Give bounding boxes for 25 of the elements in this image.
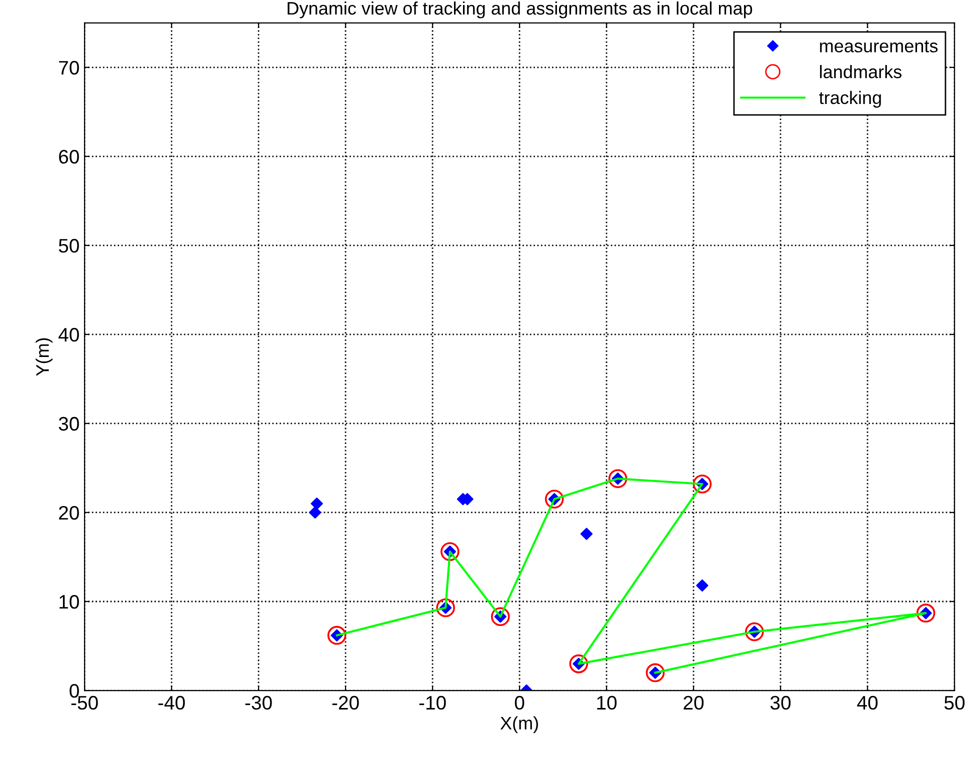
x-tick-label: -30 [245,696,272,710]
legend-label: tracking [819,90,881,108]
x-tick-label: -20 [332,696,359,710]
y-tick-label: 10 [60,594,79,609]
y-tick-label: 0 [70,684,79,698]
x-tick-label: 0 [514,696,524,710]
legend-label: measurements [820,40,938,52]
x-tick-label: 10 [597,696,617,710]
y-tick-label: 60 [59,150,79,164]
y-tick-label: 50 [58,238,79,253]
legend-label: landmarks [820,65,902,78]
y-tick-label: 70 [59,60,79,75]
x-tick-label: 20 [684,696,704,710]
x-axis-title: X(m) [500,716,538,734]
chart-title: Dynamic view of tracking and assignments as in local map [288,1,752,18]
x-tick-label: 30 [770,696,791,710]
x-tick-label: -40 [158,696,185,710]
x-tick-label: 40 [857,696,878,710]
x-tick-label: 50 [944,696,965,710]
y-axis-title: Y(m) [36,338,53,376]
y-tick-label: 40 [58,328,79,342]
y-tick-label: 30 [58,416,79,431]
y-tick-label: 20 [59,506,79,520]
x-tick-label: -50 [71,696,98,710]
x-tick-label: -10 [419,696,446,710]
